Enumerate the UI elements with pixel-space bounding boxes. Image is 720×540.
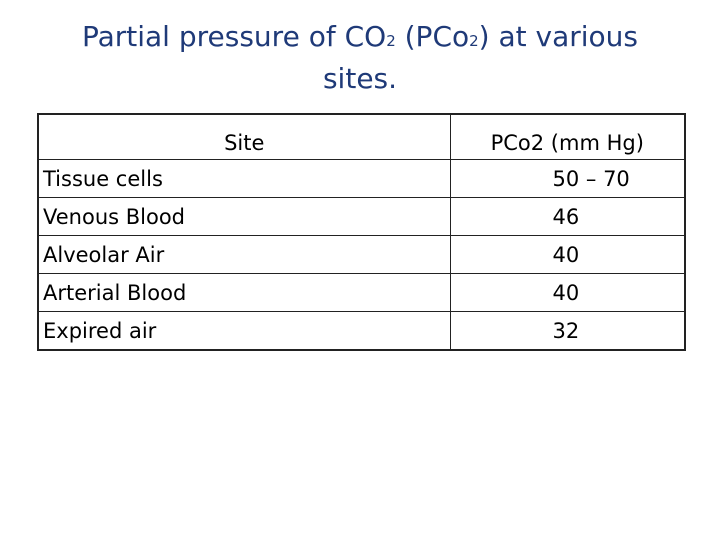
value-cell: 50 – 70	[449, 159, 686, 198]
value-cell: 40	[449, 235, 686, 274]
header-cell: PCo2 (mm Hg)	[449, 113, 686, 160]
title-text: Partial pressure of CO	[81, 20, 387, 53]
table-body: Tissue cells 50 – 70 Venous Blood 46 Alveola…	[37, 159, 686, 351]
subscript: 2	[469, 32, 479, 50]
data-table: Site PCo2 (mm Hg) Tissue cells 50 – 70 Ven…	[37, 113, 686, 351]
site-cell: Tissue cells	[37, 159, 451, 198]
site-cell: Venous Blood	[37, 197, 451, 236]
value-cell: 46	[449, 197, 686, 236]
table-row: Alveolar Air 40	[37, 235, 686, 274]
header-cell: Site	[37, 113, 451, 160]
site-cell: Alveolar Air	[37, 235, 451, 274]
table-row: Arterial Blood 40	[37, 273, 686, 312]
site-cell: Expired air	[37, 311, 451, 351]
table-row: Expired air 32	[37, 311, 686, 351]
slide-title: Partial pressure of CO2 (PCo2) at variou…	[60, 18, 660, 97]
title-text: ) at various sites.	[322, 20, 639, 95]
table-row: Tissue cells 50 – 70	[37, 159, 686, 198]
subscript: 2	[386, 32, 396, 50]
header-row: Site PCo2 (mm Hg)	[37, 113, 686, 160]
value-cell: 40	[449, 273, 686, 312]
value-cell: 32	[449, 311, 686, 351]
site-cell: Arterial Blood	[37, 273, 451, 312]
table-row: Venous Blood 46	[37, 197, 686, 236]
title-text: (PCo	[395, 20, 470, 53]
